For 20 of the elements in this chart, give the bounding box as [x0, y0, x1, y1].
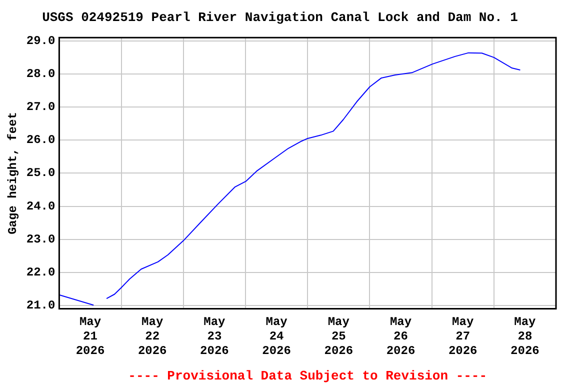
- y-tick-label: 23.0: [26, 232, 56, 246]
- y-axis-title: Gage height, feet: [6, 112, 20, 234]
- text: ---- Provisional Data Subject to Revision ----: [128, 368, 488, 384]
- y-tick-label: 21.0: [26, 298, 56, 313]
- y-tick-label: 29.0: [26, 34, 56, 48]
- x-tick-label: May 26 2026: [386, 315, 416, 358]
- x-tick-label: May 21 2026: [76, 315, 105, 358]
- x-tick-label: May 27 2026: [448, 315, 478, 358]
- chart-title: USGS 02492519 Pearl River Navigation Canal Lock and Dam No. 1: [42, 10, 518, 26]
- y-tick-label: 26.0: [26, 133, 56, 148]
- y-tick-label: 27.0: [26, 100, 56, 114]
- x-tick-label: May 24 2026: [262, 315, 291, 358]
- y-tick-label: 28.0: [26, 66, 56, 81]
- x-tick-label: May 22 2026: [138, 315, 167, 358]
- x-tick-label: May 28 2026: [510, 315, 540, 358]
- x-tick-label: May 25 2026: [324, 315, 354, 358]
- y-tick-label: 22.0: [26, 265, 56, 280]
- y-tick-label: 25.0: [26, 166, 56, 180]
- x-tick-label: May 23 2026: [200, 315, 229, 358]
- y-tick-label: 24.0: [26, 199, 56, 214]
